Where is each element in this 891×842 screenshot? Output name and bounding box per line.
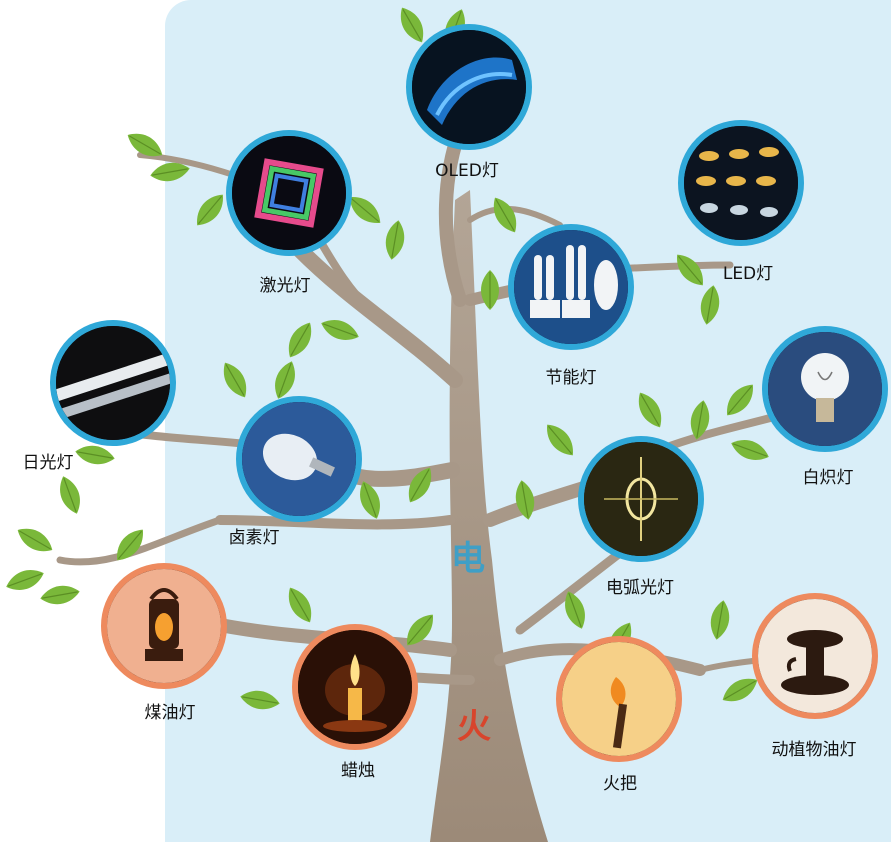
label-led: LED灯 [722,264,774,284]
label-kerosene: 煤油灯 [144,703,196,723]
candle-flame-icon [298,630,412,744]
kerosene-lamp-image [101,563,227,689]
torch-image [556,636,682,762]
cfl-bulb-icon [514,230,628,344]
halogen-lamp-image [236,396,362,522]
candle-image [292,624,418,750]
label-cfl: 节能灯 [545,368,597,388]
cfl-lamp-image [508,224,634,350]
trunk-electric-char: 电 [451,539,485,579]
led-strip-icon [684,126,798,240]
halogen-bulb-icon [242,402,356,516]
label-torch: 火把 [603,774,637,794]
oil-lamp-image [752,593,878,719]
label-halogen: 卤素灯 [228,528,280,548]
label-laser: 激光灯 [259,276,311,296]
label-arc: 电弧光灯 [606,578,674,598]
led-lamp-image [678,120,804,246]
incandescent-bulb-icon [768,332,882,446]
label-oled: OLED灯 [435,161,499,181]
label-candle: 蜡烛 [341,761,375,781]
laser-lamp-image [226,130,352,256]
arc-lamp-icon [584,442,698,556]
incandescent-lamp-image [762,326,888,452]
laser-rainbow-icon [232,136,346,250]
oled-lamp-image [406,24,532,150]
fluorescent-tube-icon [56,326,170,440]
torch-fire-icon [562,642,676,756]
oled-panel-icon [412,30,526,144]
label-fluorescent: 日光灯 [22,453,74,473]
arc-lamp-image [578,436,704,562]
label-oil-lamp: 动植物油灯 [771,740,857,760]
fluorescent-lamp-image [50,320,176,446]
trunk-fire-char: 火 [457,707,491,747]
oil-lamp-icon [758,599,872,713]
label-incandescent: 白炽灯 [802,468,854,488]
kerosene-lantern-icon [107,569,221,683]
